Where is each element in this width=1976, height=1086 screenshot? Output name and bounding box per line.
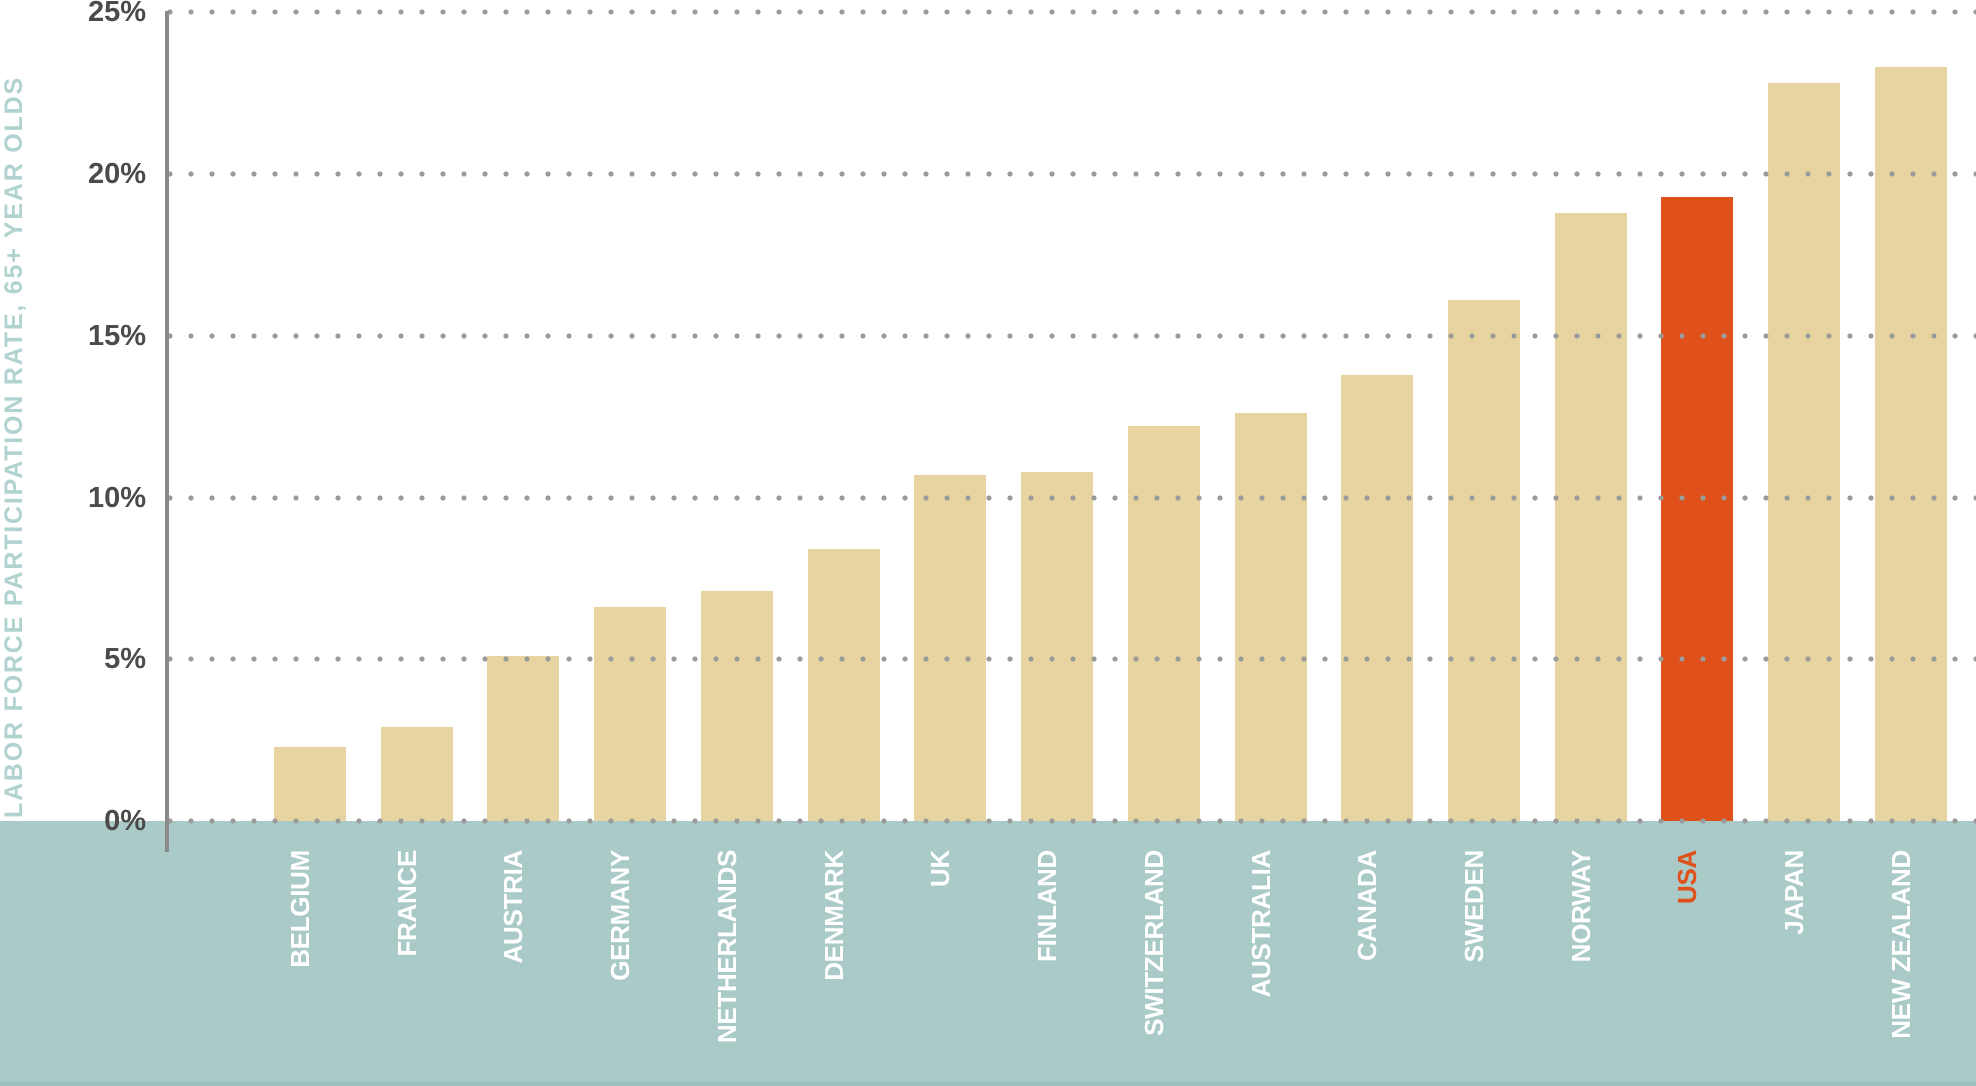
x-axis-label-usa: USA	[1672, 850, 1704, 1080]
x-axis-label-switzerland: SWITZERLAND	[1138, 850, 1171, 1080]
x-axis-label-text-usa: USA	[1672, 850, 1703, 904]
x-axis-label-belgium: BELGIUM	[285, 850, 317, 1080]
bar-norway	[1554, 212, 1627, 821]
bar-new-zealand	[1874, 67, 1947, 821]
bar-france	[380, 727, 453, 821]
x-axis-label-france: FRANCE	[391, 850, 424, 1080]
y-axis-line	[165, 11, 169, 852]
x-axis-label-text-norway: NORWAY	[1565, 850, 1596, 963]
x-axis-label-text-australia: AUSTRALIA	[1245, 850, 1276, 998]
x-axis-label-text-denmark: DENMARK	[818, 850, 849, 981]
y-tick-label-15pct: 15%	[87, 319, 146, 352]
x-axis-label-japan: JAPAN	[1779, 850, 1811, 1080]
x-axis-label-text-canada: CANADA	[1352, 850, 1383, 961]
gridline-5pct	[167, 656, 1976, 663]
x-axis-label-text-france: FRANCE	[391, 850, 422, 957]
gridline-0pct	[167, 818, 1976, 824]
x-axis-label-netherlands: NETHERLANDS	[711, 850, 744, 1080]
x-axis-label-text-new-zealand: NEW ZEALAND	[1885, 850, 1916, 1039]
x-axis-label-text-switzerland: SWITZERLAND	[1138, 850, 1169, 1036]
y-tick-label-25pct: 25%	[87, 0, 146, 29]
x-axis-label-text-finland: FINLAND	[1032, 850, 1063, 962]
y-tick-label-0pct: 0%	[104, 805, 146, 837]
gridline-20pct	[167, 171, 1976, 177]
x-axis-label-text-belgium: BELGIUM	[285, 850, 315, 968]
x-axis-band	[0, 821, 1976, 1086]
x-axis-label-australia: AUSTRALIA	[1245, 850, 1278, 1080]
y-tick-label-20pct: 20%	[87, 158, 146, 190]
x-axis-label-text-uk: UK	[925, 850, 956, 887]
bar-belgium	[274, 746, 346, 821]
bar-australia	[1234, 413, 1307, 821]
gridline-10pct	[167, 494, 1976, 501]
band-bottom-edge	[0, 1082, 1976, 1086]
x-axis-label-text-germany: GERMANY	[605, 850, 636, 981]
x-axis-label-text-netherlands: NETHERLANDS	[711, 850, 742, 1044]
y-tick-label-5pct: 5%	[104, 643, 146, 676]
x-axis-label-text-japan: JAPAN	[1779, 850, 1810, 935]
x-axis-label-text-sweden: SWEDEN	[1459, 850, 1490, 963]
bar-switzerland	[1127, 426, 1200, 821]
bar-germany	[594, 607, 667, 821]
bar-denmark	[807, 549, 880, 821]
x-axis-label-denmark: DENMARK	[818, 850, 851, 1080]
bar-uk	[914, 474, 987, 821]
bar-japan	[1768, 83, 1841, 821]
bar-finland	[1021, 471, 1094, 821]
gridline-25pct	[167, 9, 1976, 16]
x-axis-label-finland: FINLAND	[1032, 850, 1064, 1080]
bar-netherlands	[700, 591, 773, 821]
bar-sweden	[1448, 300, 1521, 821]
y-tick-label-10pct: 10%	[87, 481, 146, 514]
gridline-15pct	[167, 332, 1976, 339]
x-axis-label-germany: GERMANY	[605, 850, 637, 1080]
x-axis-label-uk: UK	[925, 850, 957, 1080]
x-axis-label-sweden: SWEDEN	[1459, 850, 1491, 1080]
x-axis-label-text-austria: AUSTRIA	[498, 850, 529, 964]
x-axis-label-canada: CANADA	[1352, 850, 1384, 1080]
x-axis-label-austria: AUSTRIA	[498, 850, 530, 1080]
bar-canada	[1341, 374, 1414, 821]
bar-austria	[487, 656, 560, 821]
x-axis-label-norway: NORWAY	[1565, 850, 1598, 1080]
x-axis-label-new-zealand: NEW ZEALAND	[1885, 850, 1918, 1080]
bar-usa	[1661, 196, 1734, 821]
